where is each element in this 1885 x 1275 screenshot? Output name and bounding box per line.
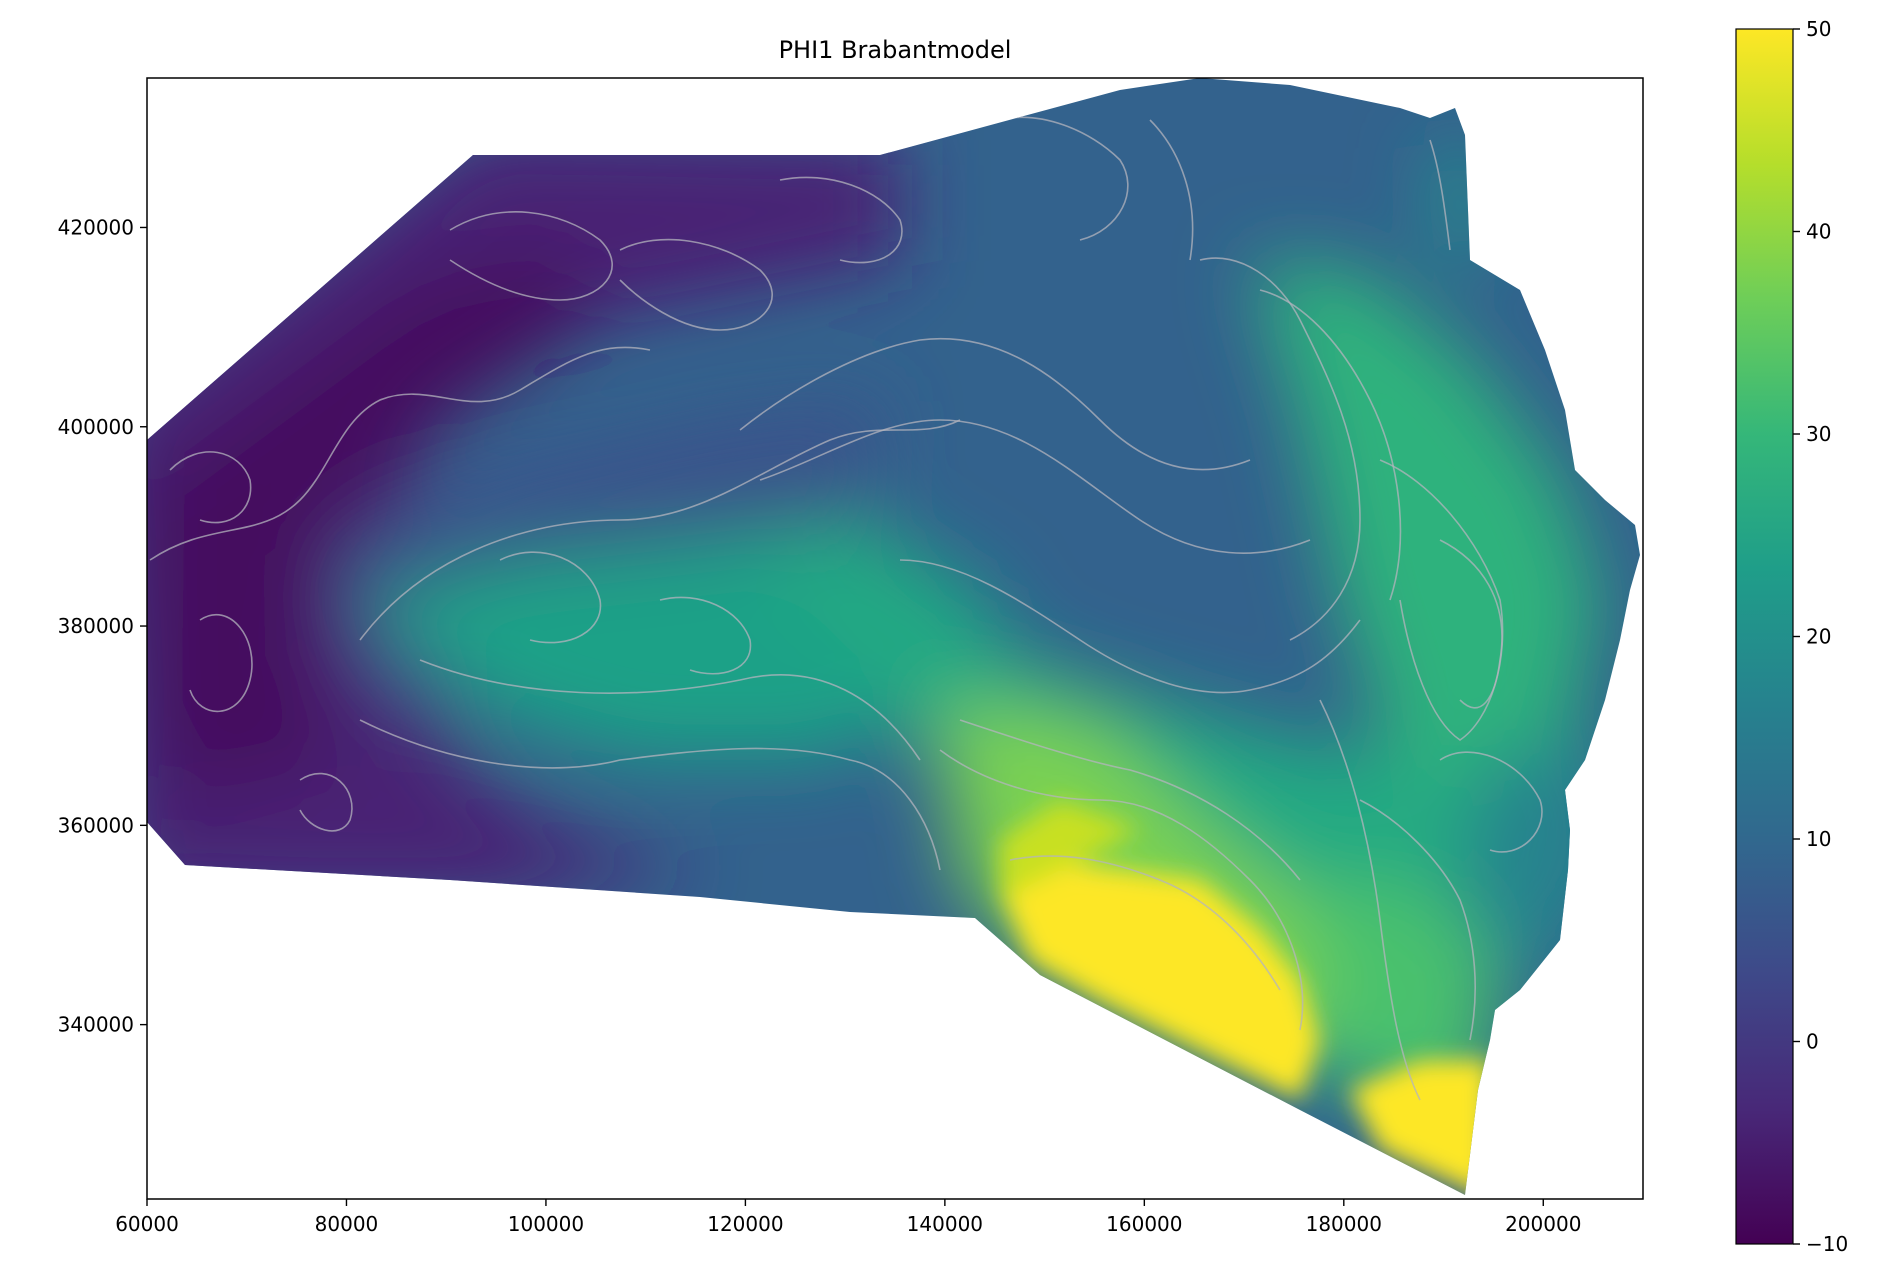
colorbar: −10 0 10 20 30 40 50 [1735,17,1848,1256]
contour-line [1009,855,1281,991]
y-tick-label: 400000 [58,415,134,439]
colorbar-gradient [1736,29,1793,1244]
contour-line [499,551,602,644]
y-tick-label: 380000 [58,614,134,638]
contour-line [189,613,253,713]
region-south-high [1000,860,1320,1100]
contour-line [779,176,903,264]
y-tick-label: 420000 [58,215,134,239]
y-tick-label: 360000 [58,813,134,837]
colorbar-tick-label: 20 [1806,625,1831,649]
contour-line [449,211,613,301]
colorbar-tick-label: 30 [1806,422,1831,446]
region-south-east-rise [1000,800,1140,900]
colorbar-tick-label: 10 [1806,827,1831,851]
colorbar-ticks: −10 0 10 20 30 40 50 [1793,17,1848,1256]
contour-line [1429,139,1451,251]
contour-line [1439,539,1503,709]
region-south-east-high [1350,1060,1490,1195]
contour-line [739,337,1251,471]
y-axis: 340000 360000 380000 400000 420000 [58,215,147,1037]
contour-line [419,659,921,761]
contour-line [939,749,1304,1031]
contour-line [1199,257,1361,641]
contour-line [1359,799,1476,1041]
colorbar-tick-label: 0 [1806,1030,1819,1054]
contour-line [359,719,941,871]
contour-line [149,346,651,561]
contour-line [299,772,353,832]
plot-frame [146,77,1644,1200]
chart-title: PHI1 Brabantmodel [779,36,1012,64]
contour-line [1439,751,1543,853]
contour-line [659,596,752,675]
region-north-west-deep [150,250,600,800]
contour-lines [149,116,1543,1101]
contour-line [759,419,1311,554]
x-tick-label: 180000 [1306,1212,1382,1236]
y-tick-label: 340000 [58,1013,134,1037]
x-tick-label: 80000 [315,1212,379,1236]
x-tick-label: 160000 [1106,1212,1182,1236]
contour-line [1319,699,1421,1101]
x-axis: 60000 80000 100000 120000 140000 160000 180000… [115,1199,1581,1236]
x-tick-label: 200000 [1505,1212,1581,1236]
colorbar-tick-label: 40 [1806,220,1831,244]
x-tick-label: 140000 [907,1212,983,1236]
contour-line [999,116,1129,241]
contour-line [899,559,1361,694]
contour-line [1149,119,1194,261]
x-tick-label: 120000 [707,1212,783,1236]
colorbar-tick-label: 50 [1806,17,1831,41]
colorbar-tick-label: −10 [1806,1232,1848,1256]
contour-line [169,451,252,524]
x-tick-label: 60000 [115,1212,179,1236]
x-tick-label: 100000 [508,1212,584,1236]
contour-line [1259,289,1402,601]
heatmap-surface [147,78,1640,1195]
contour-line [619,238,773,331]
contour-line [959,719,1301,881]
